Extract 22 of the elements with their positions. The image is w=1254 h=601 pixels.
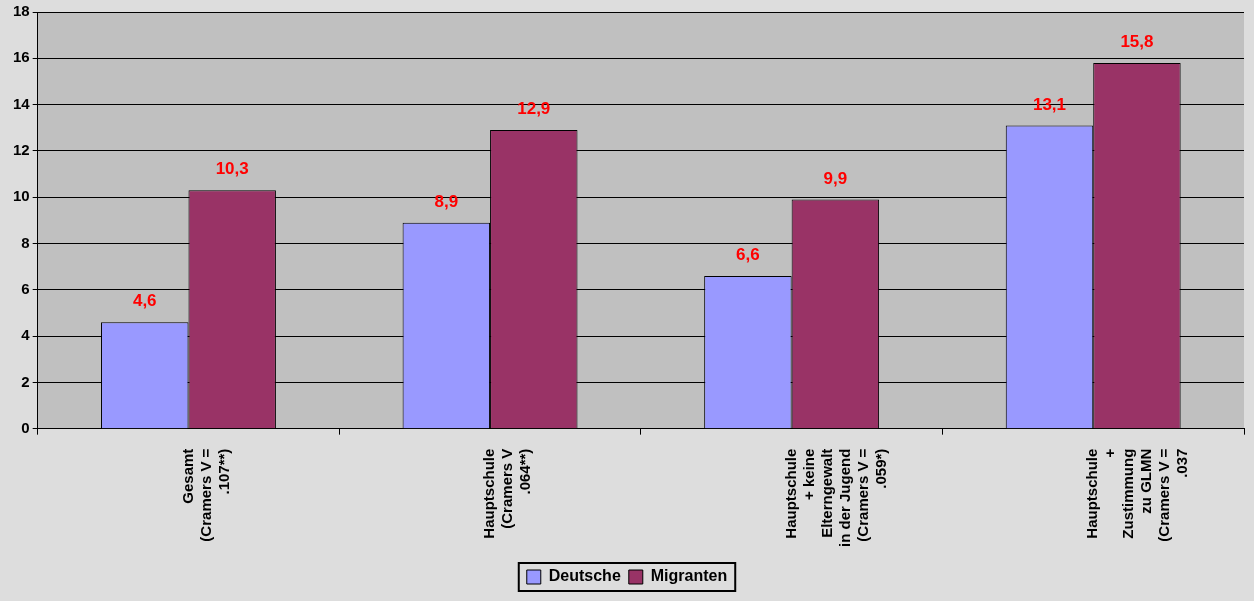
y-tick-label: 18 bbox=[13, 2, 30, 20]
data-label: 10,3 bbox=[215, 159, 249, 179]
y-tick-label: 0 bbox=[21, 418, 30, 436]
y-tick-label: 10 bbox=[13, 187, 30, 205]
legend-label: Deutsche bbox=[548, 567, 621, 585]
y-tick-label: 8 bbox=[21, 233, 30, 251]
legend-label: Migranten bbox=[650, 567, 728, 585]
data-label: 15,8 bbox=[1120, 32, 1154, 52]
data-label: 12,9 bbox=[517, 99, 551, 119]
data-label: 9,9 bbox=[823, 168, 848, 188]
y-tick-label: 4 bbox=[21, 326, 31, 344]
x-tick-label: Hauptschule + Zustimmung zu GLMN (Cramers V = .037 bbox=[1083, 448, 1191, 542]
data-label: 4,6 bbox=[132, 291, 157, 311]
data-label: 6,6 bbox=[736, 245, 760, 265]
y-tick-label: 14 bbox=[13, 94, 31, 112]
y-tick-label: 2 bbox=[21, 372, 30, 390]
y-tick-label: 12 bbox=[13, 141, 30, 159]
y-tick-label: 16 bbox=[13, 48, 30, 66]
y-tick-label: 6 bbox=[21, 279, 30, 297]
x-tick-label: Gesamt (Cramers V = .107**) bbox=[178, 448, 232, 542]
x-tick-label: Hauptschule + keine Elterngewalt in der Jugend (Cramers V = .059*) bbox=[781, 448, 889, 547]
x-tick-label: Hauptschule (Cramers V .064**) bbox=[480, 448, 534, 539]
